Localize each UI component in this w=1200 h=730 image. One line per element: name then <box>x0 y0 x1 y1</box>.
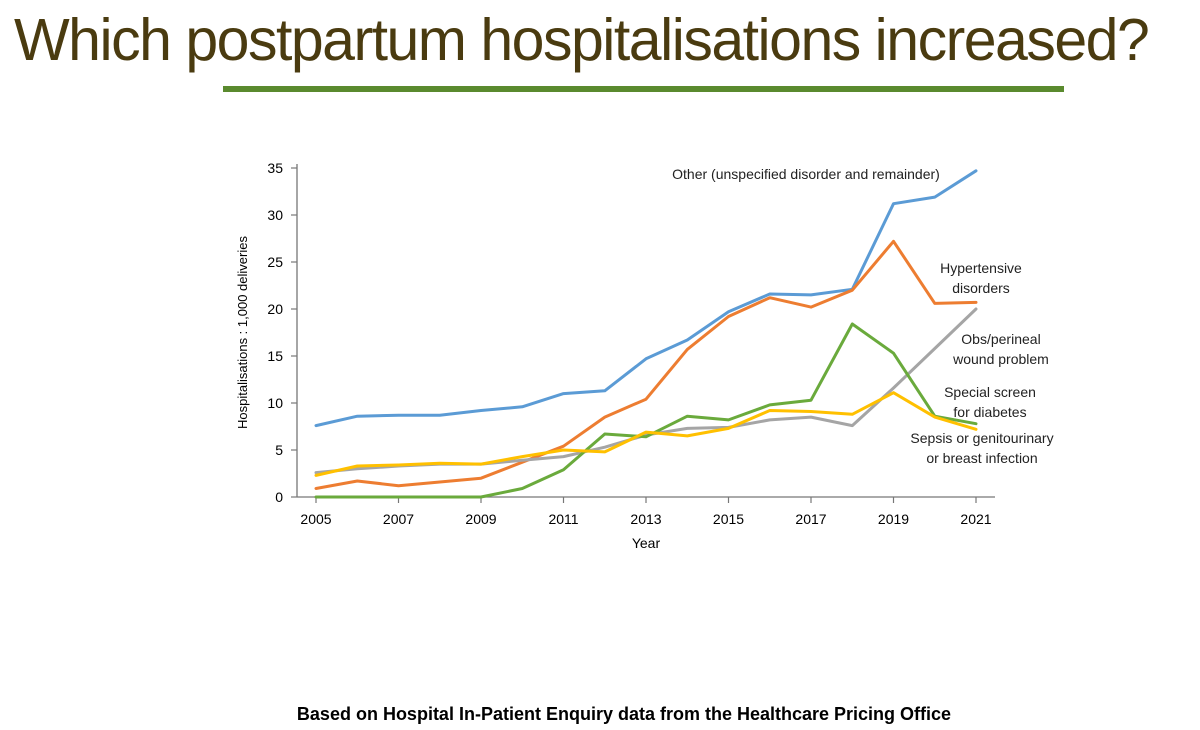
x-tick-label: 2013 <box>630 511 661 527</box>
chart-series-labels: Other (unspecified disorder and remainde… <box>672 166 1053 466</box>
x-tick-label: 2011 <box>548 511 578 527</box>
series-label-line: Sepsis or genitourinary <box>910 430 1053 446</box>
y-tick-label: 25 <box>267 254 283 270</box>
y-tick-label: 35 <box>267 160 283 176</box>
series-label-line: wound problem <box>952 351 1049 367</box>
series-label: Obs/perineal wound problem <box>952 331 1049 367</box>
series-line-other-unspecified-disorder-and-remainder <box>314 169 978 428</box>
x-tick-label: 2005 <box>300 511 331 527</box>
y-tick-label: 15 <box>267 348 283 364</box>
series-label-line: or breast infection <box>926 450 1037 466</box>
series-line-special-screen-for-diabetes <box>314 322 978 499</box>
series-label: Other (unspecified disorder and remainde… <box>672 166 940 182</box>
chart-axes: 0 5 10 15 20 25 30 35 2005 2007 2009 2011 2013 2015 20… <box>235 160 995 551</box>
x-axis-title: Year <box>632 535 661 551</box>
slide-title: Which postpartum hospitalisations increa… <box>14 7 1150 73</box>
chart-series <box>314 169 978 499</box>
series-label-line: Obs/perineal <box>961 331 1040 347</box>
series-line-hypertensive-disorders <box>314 239 978 490</box>
series-line-obs-perineal-wound-problem <box>314 307 978 475</box>
x-tick-label: 2017 <box>795 511 826 527</box>
title-underline <box>223 86 1064 92</box>
y-tick-label: 30 <box>267 207 283 223</box>
series-label-line: for diabetes <box>953 404 1026 420</box>
series-label: Sepsis or genitourinary or breast infecti… <box>910 430 1053 466</box>
source-caption: Based on Hospital In-Patient Enquiry dat… <box>296 704 952 724</box>
series-label-line: Special screen <box>944 384 1036 400</box>
x-tick-label: 2009 <box>465 511 496 527</box>
y-tick-label: 0 <box>275 489 283 505</box>
y-tick-label: 10 <box>267 395 283 411</box>
series-label-line: Other (unspecified disorder and remainde… <box>672 166 940 182</box>
x-tick-label: 2019 <box>878 511 909 527</box>
y-tick-label: 5 <box>275 442 283 458</box>
series-label: Special screen for diabetes <box>944 384 1036 420</box>
series-line-sepsis-or-genitourinary-or-breast-infection <box>314 391 978 477</box>
y-axis-title: Hospitalisations : 1,000 deliveries <box>235 236 250 429</box>
series-label-line: Hypertensive <box>940 260 1022 276</box>
x-tick-label: 2021 <box>960 511 991 527</box>
x-tick-label: 2007 <box>383 511 414 527</box>
series-label: Hypertensive disorders <box>940 260 1022 296</box>
series-label-line: disorders <box>952 280 1010 296</box>
x-tick-label: 2015 <box>713 511 744 527</box>
y-tick-label: 20 <box>267 301 283 317</box>
